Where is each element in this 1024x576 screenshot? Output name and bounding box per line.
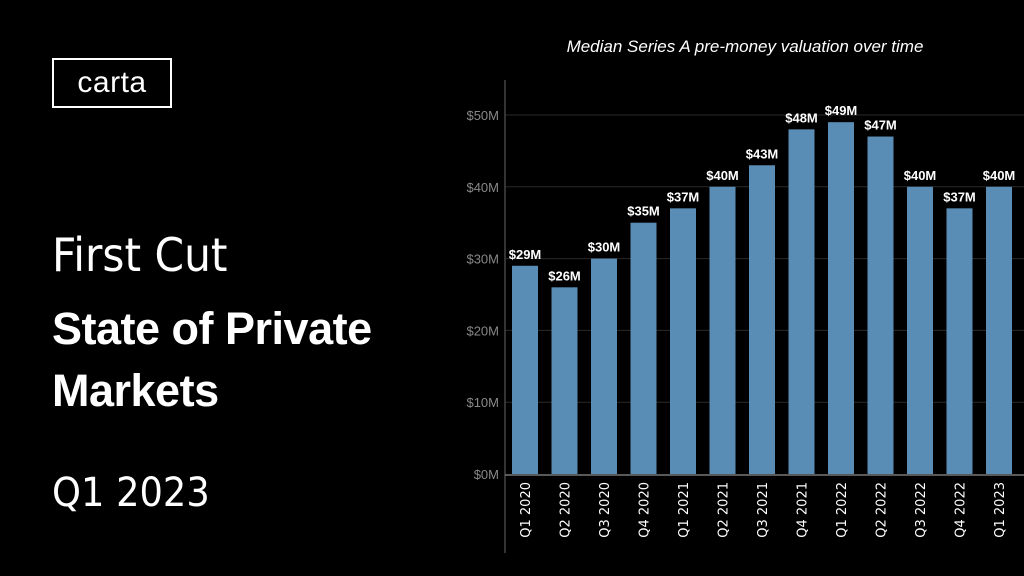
y-tick-label: $30M bbox=[466, 252, 499, 267]
bar bbox=[551, 287, 578, 474]
slide-title: State of Private Markets bbox=[52, 298, 372, 422]
x-tick-label: Q2 2021 bbox=[717, 482, 732, 538]
y-tick-label: $20M bbox=[466, 323, 499, 338]
bar bbox=[709, 186, 736, 475]
data-label: $37M bbox=[943, 189, 976, 204]
y-tick-label: $0M bbox=[474, 467, 499, 482]
title-line-1: State of Private bbox=[52, 303, 372, 354]
data-label: $29M bbox=[509, 247, 542, 262]
data-label: $40M bbox=[904, 168, 937, 183]
data-label: $40M bbox=[983, 168, 1016, 183]
chart-title: Median Series A pre-money valuation over… bbox=[567, 37, 924, 56]
bar bbox=[749, 165, 775, 474]
title-line-2: Markets bbox=[52, 365, 219, 416]
x-tick-label: Q1 2021 bbox=[677, 482, 692, 538]
data-label: $48M bbox=[785, 110, 818, 125]
bar bbox=[907, 186, 933, 475]
bar bbox=[670, 208, 696, 474]
x-tick-label: Q4 2021 bbox=[796, 482, 811, 538]
data-label: $49M bbox=[825, 103, 858, 118]
x-tick-label: Q1 2020 bbox=[519, 482, 534, 538]
eyebrow-text: First Cut bbox=[52, 228, 228, 282]
data-label: $43M bbox=[746, 146, 779, 161]
bar bbox=[512, 265, 538, 474]
x-tick-label: Q3 2021 bbox=[756, 482, 771, 538]
data-label: $37M bbox=[667, 189, 700, 204]
bar bbox=[867, 136, 894, 475]
bar bbox=[828, 122, 854, 475]
y-tick-label: $10M bbox=[466, 395, 499, 410]
data-label: $47M bbox=[864, 118, 897, 133]
x-tick-label: Q3 2020 bbox=[598, 482, 613, 538]
bar bbox=[946, 208, 973, 474]
data-label: $26M bbox=[548, 268, 581, 283]
period-text: Q1 2023 bbox=[52, 470, 210, 516]
x-tick-label: Q2 2020 bbox=[559, 482, 574, 538]
data-label: $30M bbox=[588, 240, 621, 255]
bar bbox=[788, 129, 815, 475]
bar bbox=[630, 222, 657, 474]
x-tick-label: Q1 2022 bbox=[835, 482, 850, 538]
data-label: $35M bbox=[627, 204, 660, 219]
y-tick-label: $40M bbox=[466, 180, 499, 195]
carta-logo: carta bbox=[52, 58, 172, 108]
x-tick-label: Q4 2022 bbox=[954, 482, 969, 538]
x-tick-label: Q1 2023 bbox=[993, 482, 1008, 538]
bar bbox=[986, 186, 1012, 475]
x-tick-label: Q4 2020 bbox=[638, 482, 653, 538]
x-tick-label: Q3 2022 bbox=[914, 482, 929, 538]
bar bbox=[591, 258, 617, 474]
y-tick-label: $50M bbox=[466, 108, 499, 123]
x-tick-label: Q2 2022 bbox=[875, 482, 890, 538]
data-label: $40M bbox=[706, 168, 739, 183]
